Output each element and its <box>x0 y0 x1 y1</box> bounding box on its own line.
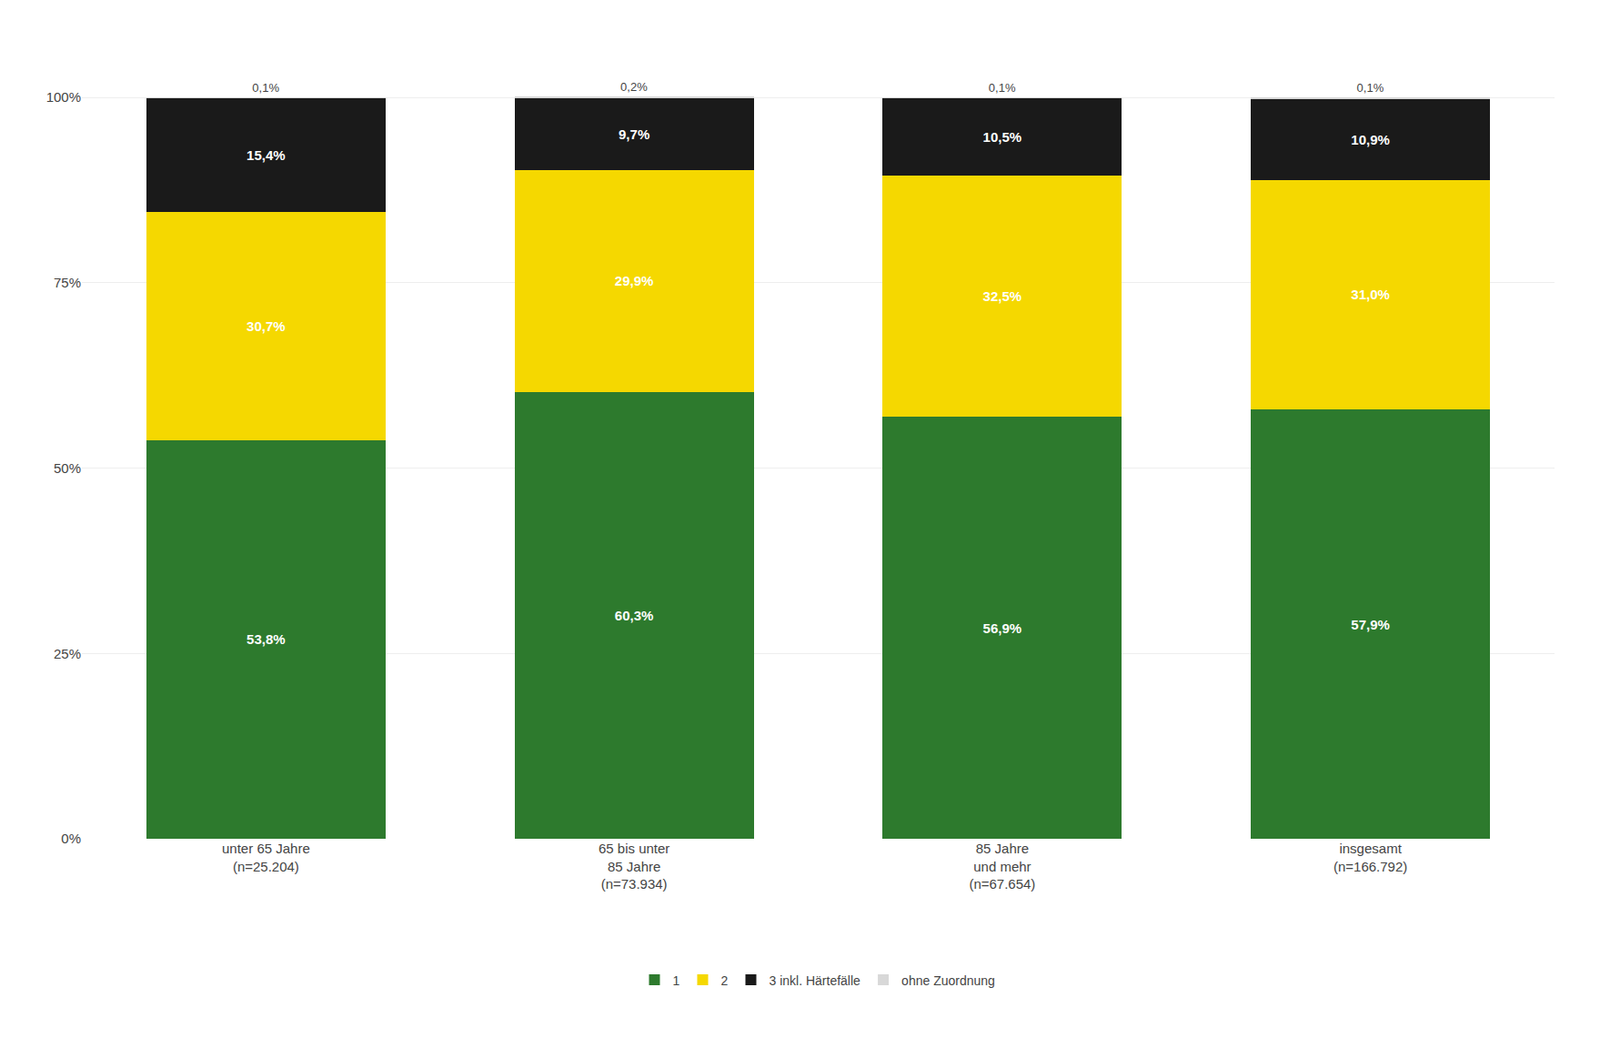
svg-text:25%: 25% <box>53 645 81 662</box>
svg-text:56,9%: 56,9% <box>983 620 1023 636</box>
svg-text:0%: 0% <box>60 830 81 846</box>
svg-text:85 Jahreund mehr(n=67.654): 85 Jahreund mehr(n=67.654) <box>968 840 1036 892</box>
svg-text:29,9%: 29,9% <box>614 272 655 289</box>
svg-text:1: 1 <box>673 973 681 988</box>
svg-text:insgesamt(n=166.792): insgesamt(n=166.792) <box>1333 840 1408 875</box>
svg-text:2: 2 <box>721 973 729 988</box>
svg-text:0,1%: 0,1% <box>988 80 1017 95</box>
svg-text:10,9%: 10,9% <box>1350 131 1390 148</box>
svg-text:60,3%: 60,3% <box>614 607 655 624</box>
svg-text:32,5%: 32,5% <box>983 288 1023 304</box>
svg-text:100%: 100% <box>46 89 81 105</box>
svg-text:53,8%: 53,8% <box>246 631 286 647</box>
svg-text:0,1%: 0,1% <box>251 80 280 95</box>
svg-text:57,9%: 57,9% <box>1350 616 1390 633</box>
svg-text:unter 65 Jahre(n=25.204): unter 65 Jahre(n=25.204) <box>221 840 311 875</box>
svg-text:65 bis unter85 Jahre(n=73.934): 65 bis unter85 Jahre(n=73.934) <box>598 840 670 892</box>
svg-text:50%: 50% <box>53 460 81 476</box>
svg-text:30,7%: 30,7% <box>246 318 286 334</box>
svg-text:15,4%: 15,4% <box>246 147 286 163</box>
svg-text:31,0%: 31,0% <box>1350 286 1390 302</box>
svg-text:9,7%: 9,7% <box>618 126 650 142</box>
svg-text:75%: 75% <box>53 274 81 291</box>
svg-text:10,5%: 10,5% <box>983 129 1023 145</box>
svg-text:3 inkl. Härtefälle: 3 inkl. Härtefälle <box>769 973 862 988</box>
svg-text:0,1%: 0,1% <box>1357 80 1385 95</box>
svg-text:0,2%: 0,2% <box>620 80 648 94</box>
svg-text:ohne Zuordnung: ohne Zuordnung <box>901 973 996 988</box>
